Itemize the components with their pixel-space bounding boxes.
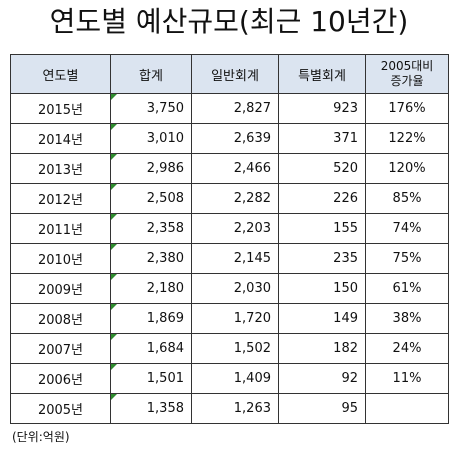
column-header-ratio-line1: 2005대비 (380, 59, 434, 73)
column-header-ratio: 2005대비 증가율 (365, 54, 449, 94)
ratio-cell: 122% (365, 123, 449, 154)
ratio-cell: 176% (365, 93, 449, 124)
special-cell: 182 (278, 333, 366, 364)
year-cell: 2014년 (10, 123, 111, 154)
table-row: 2014년 3,010 2,639 371 122% (10, 123, 449, 154)
year-cell: 2008년 (10, 303, 111, 334)
column-header-year: 연도별 (10, 54, 111, 94)
ratio-cell: 11% (365, 363, 449, 394)
total-cell: 2,380 (110, 243, 192, 274)
special-cell: 95 (278, 393, 366, 424)
table-row: 2008년 1,869 1,720 149 38% (10, 303, 449, 334)
table-row: 2013년 2,986 2,466 520 120% (10, 153, 449, 184)
total-cell: 1,501 (110, 363, 192, 394)
general-cell: 2,466 (191, 153, 279, 184)
special-cell: 235 (278, 243, 366, 274)
column-header-special: 특별회계 (278, 54, 366, 94)
year-cell: 2005년 (10, 393, 111, 424)
total-cell: 2,358 (110, 213, 192, 244)
year-cell: 2012년 (10, 183, 111, 214)
special-cell: 520 (278, 153, 366, 184)
ratio-cell: 85% (365, 183, 449, 214)
general-cell: 1,263 (191, 393, 279, 424)
ratio-cell: 74% (365, 213, 449, 244)
general-cell: 2,145 (191, 243, 279, 274)
special-cell: 155 (278, 213, 366, 244)
ratio-cell: 61% (365, 273, 449, 304)
ratio-cell: 75% (365, 243, 449, 274)
table-row: 2009년 2,180 2,030 150 61% (10, 273, 449, 304)
ratio-cell (365, 393, 449, 424)
year-cell: 2006년 (10, 363, 111, 394)
ratio-cell: 120% (365, 153, 449, 184)
total-cell: 2,508 (110, 183, 192, 214)
general-cell: 1,502 (191, 333, 279, 364)
ratio-cell: 24% (365, 333, 449, 364)
general-cell: 2,282 (191, 183, 279, 214)
table-header-row: 연도별 합계 일반회계 특별회계 2005대비 증가율 (10, 54, 449, 94)
total-cell: 2,986 (110, 153, 192, 184)
column-header-ratio-line2: 증가율 (390, 74, 424, 88)
year-cell: 2009년 (10, 273, 111, 304)
general-cell: 2,639 (191, 123, 279, 154)
year-cell: 2007년 (10, 333, 111, 364)
total-cell: 3,010 (110, 123, 192, 154)
year-cell: 2013년 (10, 153, 111, 184)
year-cell: 2010년 (10, 243, 111, 274)
general-cell: 2,203 (191, 213, 279, 244)
special-cell: 150 (278, 273, 366, 304)
table-row: 2006년 1,501 1,409 92 11% (10, 363, 449, 394)
column-header-total: 합계 (110, 54, 192, 94)
budget-table: 연도별 합계 일반회계 특별회계 2005대비 증가율 2015년 3,750 … (10, 54, 449, 424)
year-cell: 2011년 (10, 213, 111, 244)
total-cell: 3,750 (110, 93, 192, 124)
table-row: 2015년 3,750 2,827 923 176% (10, 93, 449, 124)
total-cell: 1,358 (110, 393, 192, 424)
general-cell: 1,720 (191, 303, 279, 334)
general-cell: 1,409 (191, 363, 279, 394)
unit-note: (단위:억원) (12, 430, 70, 444)
special-cell: 226 (278, 183, 366, 214)
special-cell: 371 (278, 123, 366, 154)
table-row: 2011년 2,358 2,203 155 74% (10, 213, 449, 244)
total-cell: 1,684 (110, 333, 192, 364)
table-row: 2007년 1,684 1,502 182 24% (10, 333, 449, 364)
year-cell: 2015년 (10, 93, 111, 124)
page-title: 연도별 예산규모(최근 10년간) (49, 5, 409, 38)
general-cell: 2,030 (191, 273, 279, 304)
table-row: 2005년 1,358 1,263 95 (10, 393, 449, 424)
special-cell: 923 (278, 93, 366, 124)
total-cell: 2,180 (110, 273, 192, 304)
special-cell: 149 (278, 303, 366, 334)
column-header-general: 일반회계 (191, 54, 279, 94)
special-cell: 92 (278, 363, 366, 394)
table-row: 2010년 2,380 2,145 235 75% (10, 243, 449, 274)
table-row: 2012년 2,508 2,282 226 85% (10, 183, 449, 214)
general-cell: 2,827 (191, 93, 279, 124)
total-cell: 1,869 (110, 303, 192, 334)
ratio-cell: 38% (365, 303, 449, 334)
